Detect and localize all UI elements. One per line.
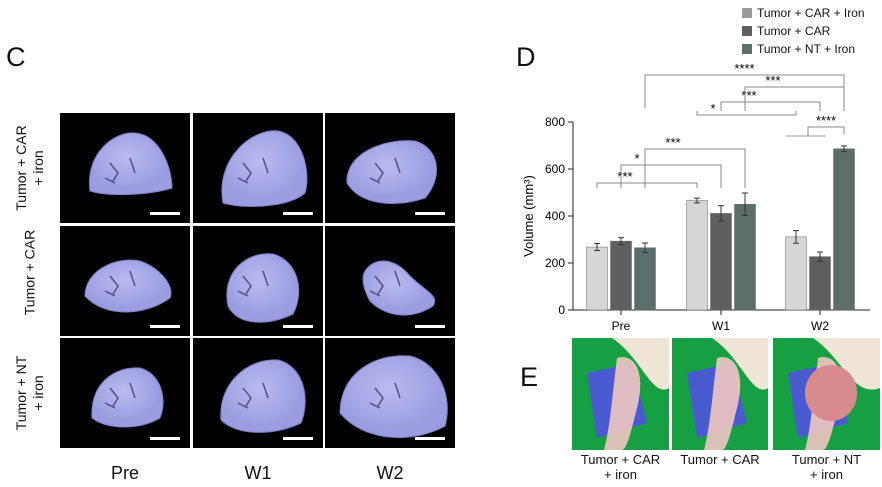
y-axis-label: Volume (mm³) — [521, 175, 536, 257]
significance-label: **** — [816, 113, 836, 128]
error-bar — [742, 192, 748, 217]
legend-swatch — [742, 8, 752, 18]
bar — [686, 200, 708, 311]
bar — [833, 148, 855, 311]
tumor-surface — [226, 253, 300, 323]
row-label: Tumor + NT + iron — [13, 355, 46, 431]
photo-content — [788, 338, 880, 450]
tumor-render-image — [325, 113, 455, 223]
column-label: W1 — [244, 463, 272, 483]
significance-label: **** — [734, 61, 754, 76]
significance-bracket — [807, 126, 845, 136]
legend-label: Tumor + NT + Iron — [757, 42, 856, 56]
photo-caption: Tumor + CAR + iron — [580, 452, 661, 482]
tumor-render-image — [60, 113, 190, 223]
significance-bracket — [696, 111, 797, 116]
bar — [710, 213, 732, 311]
scale-bar — [283, 325, 313, 328]
tumor-render-image — [193, 226, 323, 336]
significance-label: * — [634, 151, 639, 166]
tumor-render-image — [193, 338, 323, 448]
tumor-surface — [362, 260, 436, 316]
scale-bar — [415, 437, 445, 440]
tumor-surface — [91, 367, 164, 428]
error-bar — [793, 230, 799, 244]
significance-bracket — [644, 74, 845, 108]
error-bar — [694, 197, 700, 204]
error-bar — [817, 251, 823, 262]
bar — [634, 247, 656, 311]
legend-item-3: Tumor + NT + Iron — [742, 42, 855, 56]
scale-bar — [283, 212, 313, 215]
error-bar — [618, 237, 624, 246]
photo-caption: Tumor + CAR — [680, 452, 760, 467]
tumor-surface — [84, 259, 172, 313]
significance-bracket — [720, 101, 821, 111]
error-bar — [594, 242, 600, 252]
scale-bar — [283, 437, 313, 440]
photo-content — [587, 338, 669, 450]
bar — [809, 256, 831, 311]
bar — [586, 246, 608, 311]
tumor-surface — [346, 140, 437, 204]
tumor-surface — [339, 355, 448, 438]
scale-bar — [150, 325, 180, 328]
panel-c-letter: C — [6, 42, 26, 72]
x-tick-label: W2 — [811, 319, 829, 333]
significance-label: *** — [765, 73, 780, 88]
tumor-render-image — [60, 338, 190, 448]
bar — [785, 236, 807, 311]
error-bar — [718, 205, 724, 222]
tumor-render-image — [60, 226, 190, 336]
y-tick-label: 200 — [545, 256, 565, 270]
panel-e-letter: E — [520, 362, 539, 392]
significance-bracket — [596, 182, 698, 188]
significance-label: *** — [665, 135, 680, 150]
significance-label: *** — [741, 88, 756, 103]
legend-item-1: Tumor + CAR + Iron — [742, 6, 865, 20]
tumor-surface — [89, 132, 173, 196]
tumor-render-image — [193, 113, 323, 223]
tumor-surface — [221, 130, 308, 207]
significance-bracket — [644, 148, 746, 188]
bar — [734, 204, 756, 311]
scale-bar — [415, 212, 445, 215]
mouse-leg-photo — [773, 338, 880, 450]
x-tick-label: W1 — [712, 319, 730, 333]
column-label: W2 — [376, 463, 404, 483]
y-tick-label: 600 — [545, 162, 565, 176]
scale-bar — [150, 212, 180, 215]
y-tick-label: 0 — [558, 303, 565, 317]
photo-caption: Tumor + NT + iron — [791, 452, 862, 482]
legend-swatch — [742, 44, 752, 54]
photo-content — [687, 338, 768, 450]
error-bar — [642, 242, 648, 253]
tumor-surface — [220, 359, 306, 433]
y-tick-label: 400 — [545, 209, 565, 223]
y-tick-label: 800 — [545, 115, 565, 129]
x-tick-label: Pre — [612, 319, 631, 333]
legend-label: Tumor + CAR — [757, 24, 831, 38]
significance-label: *** — [617, 169, 632, 184]
tumor-render-image — [325, 226, 455, 336]
column-label: Pre — [110, 463, 139, 483]
legend-label: Tumor + CAR + Iron — [757, 6, 865, 20]
significance-bracket — [620, 164, 722, 188]
scale-bar — [415, 325, 445, 328]
tumor-render-image — [325, 338, 455, 448]
error-bar — [841, 145, 847, 153]
significance-bracket — [744, 86, 845, 111]
scale-bar — [150, 437, 180, 440]
mouse-leg-photo — [672, 338, 768, 450]
legend-swatch — [742, 26, 752, 36]
legend-item-2: Tumor + CAR — [742, 24, 830, 38]
bar — [610, 240, 632, 311]
mouse-leg-photo — [572, 338, 669, 450]
significance-label: * — [710, 101, 715, 116]
panel-d-letter: D — [516, 42, 536, 72]
